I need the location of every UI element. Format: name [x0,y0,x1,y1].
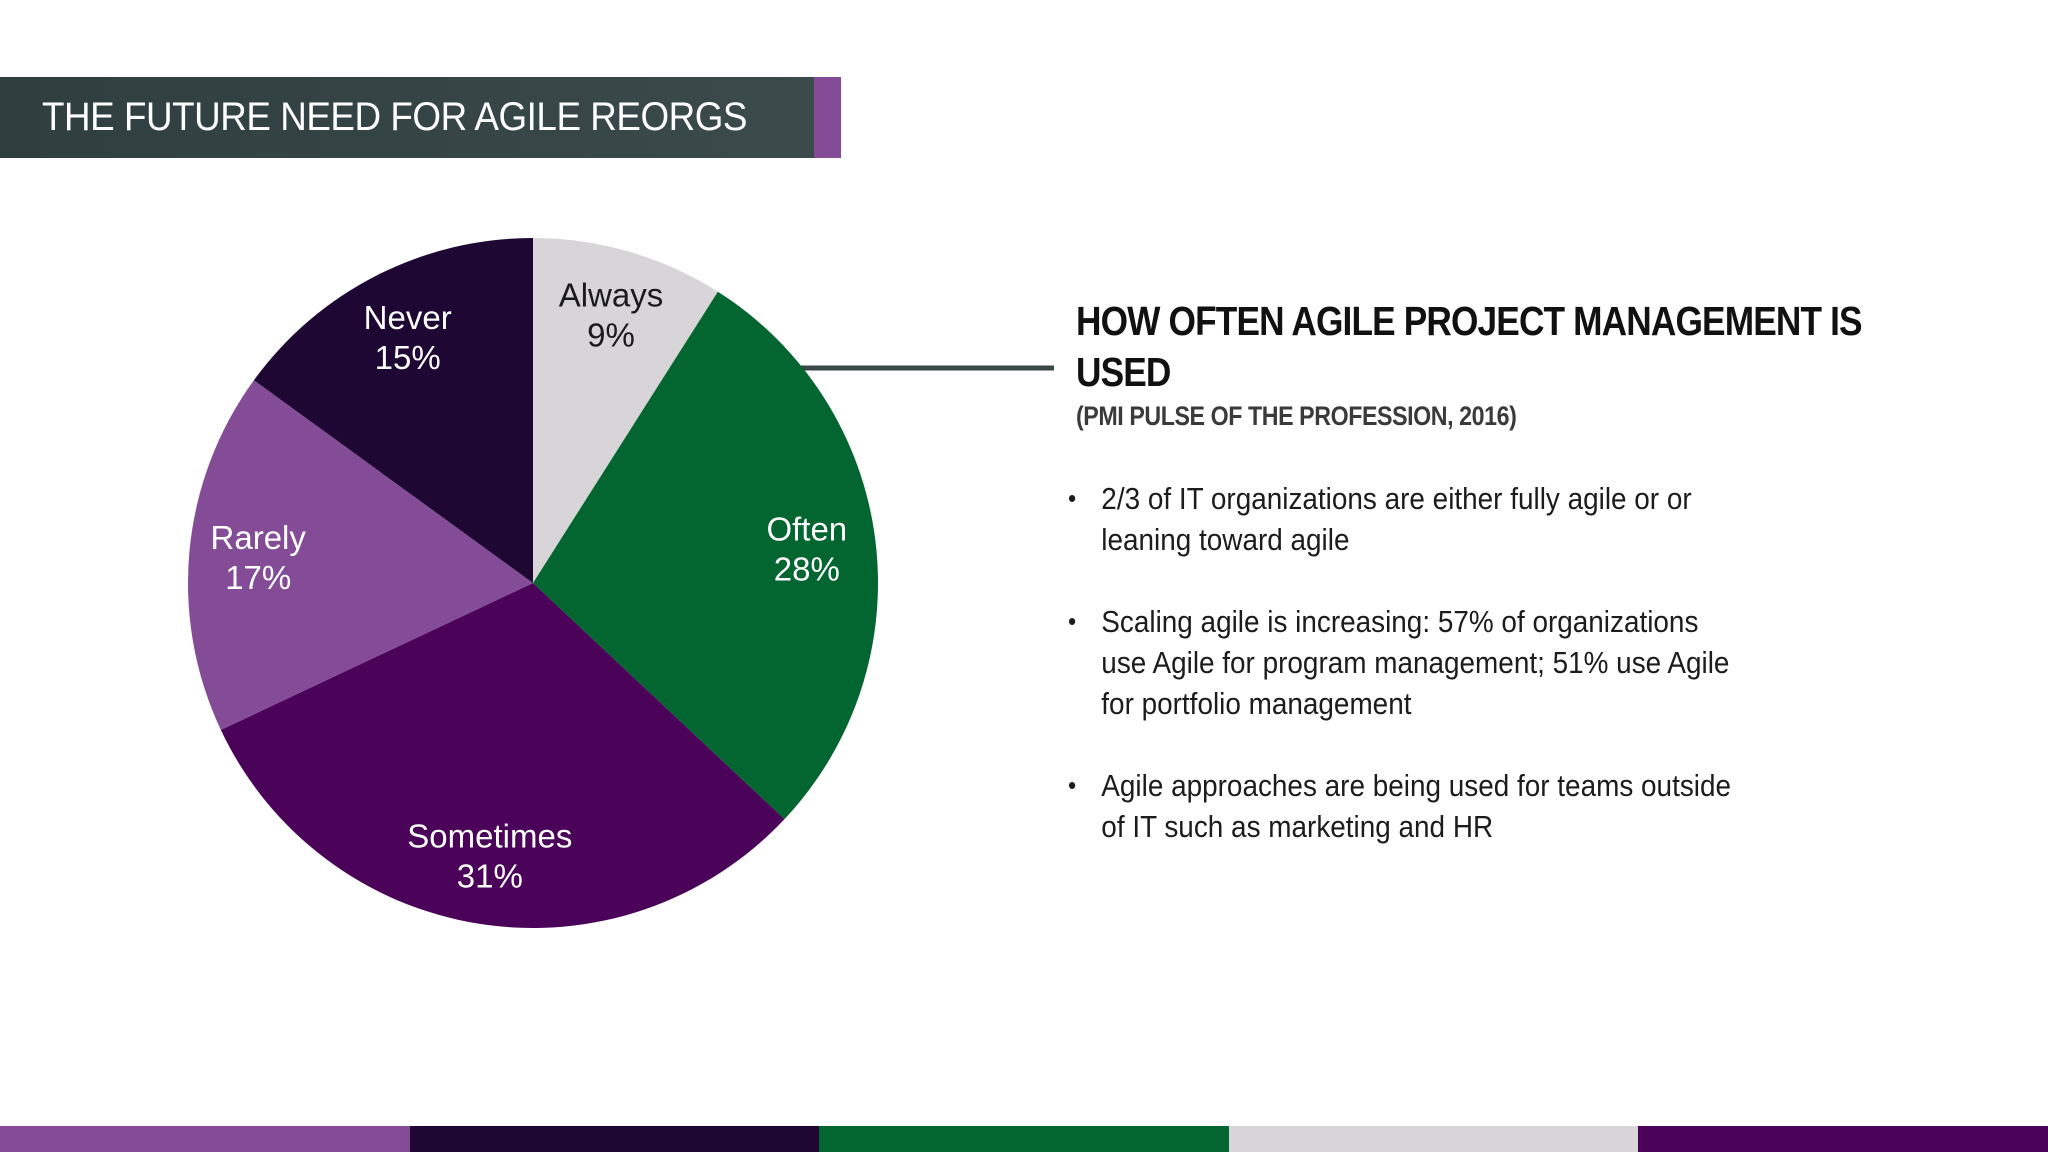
footer-segment [0,1126,410,1152]
bullet-item: • Agile approaches are being used for te… [1068,765,1731,847]
pie-slice-rarely [188,380,534,730]
pie-slice-always [533,238,718,583]
bullet-icon: • [1068,606,1077,636]
panel-heading: HOW OFTEN AGILE PROJECT MANAGEMENT IS US… [1076,298,1863,395]
slice-label: Sometimes 31% [407,818,572,895]
bullet-text: Agile approaches are being used for team… [1101,768,1732,844]
bullet-text: 2/3 of IT organizations are either fully… [1101,481,1692,557]
bullet-icon: • [1068,483,1077,513]
bullet-item: • Scaling agile is increasing: 57% of or… [1068,601,1731,724]
bullet-list: • 2/3 of IT organizations are either ful… [1068,478,1848,888]
footer-color-bar [0,1126,2048,1152]
slice-label: Often 28% [766,510,847,587]
title-bar [0,77,814,158]
slice-label: Always 9% [559,277,664,354]
bullet-text: Scaling agile is increasing: 57% of orga… [1101,604,1730,721]
title-accent [814,77,841,158]
panel-subheading: (PMI PULSE OF THE PROFESSION, 2016) [1076,401,1517,431]
footer-segment [819,1126,1229,1152]
pie-slice-sometimes [220,583,785,929]
bullet-item: • 2/3 of IT organizations are either ful… [1068,478,1731,560]
slice-label: Rarely 17% [211,519,307,596]
footer-segment [1638,1126,2048,1152]
slice-label: Never 15% [364,299,452,376]
footer-segment [409,1126,820,1152]
bullet-icon: • [1068,770,1077,800]
pie-slice-often [533,291,879,820]
pie-slice-never [253,238,533,583]
footer-segment [1228,1126,1639,1152]
slide-title: THE FUTURE NEED FOR AGILE REORGS [42,95,748,139]
